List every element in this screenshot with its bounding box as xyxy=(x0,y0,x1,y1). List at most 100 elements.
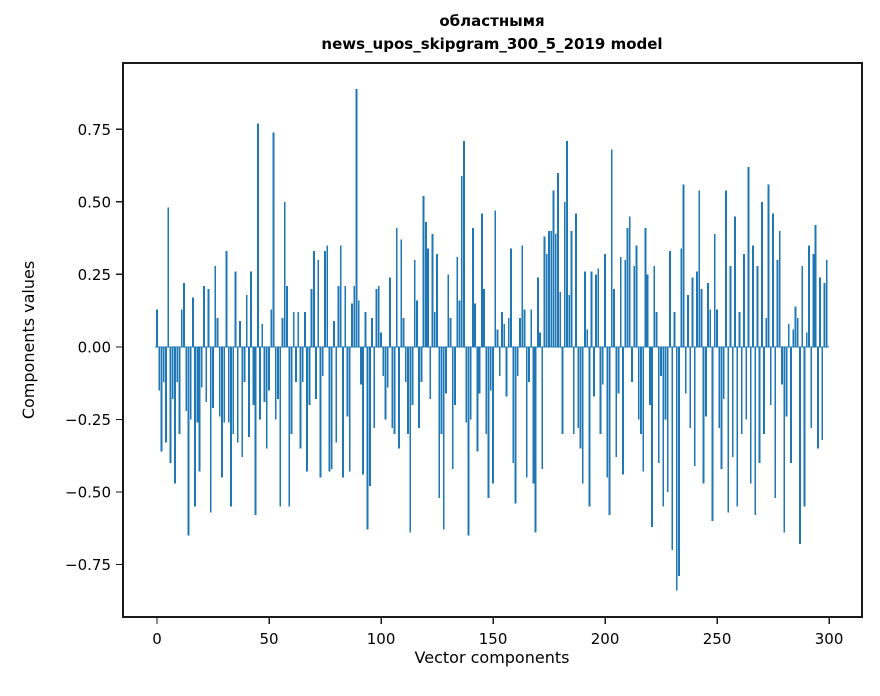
bar xyxy=(805,332,808,347)
bar xyxy=(635,245,638,347)
bar xyxy=(519,317,521,347)
bar xyxy=(823,283,826,347)
bar xyxy=(689,346,692,429)
bar xyxy=(516,346,519,376)
bar xyxy=(548,230,550,347)
bar xyxy=(801,265,804,347)
bar xyxy=(787,323,790,347)
bar xyxy=(225,251,228,347)
bar xyxy=(698,190,701,347)
bar xyxy=(814,225,817,347)
bar xyxy=(187,346,190,536)
bar xyxy=(250,271,253,347)
bar xyxy=(209,346,212,513)
bar xyxy=(707,283,709,347)
zero-baseline xyxy=(155,346,829,348)
bar xyxy=(485,346,488,434)
bar xyxy=(756,265,759,347)
bar xyxy=(460,175,463,347)
bar xyxy=(619,257,622,347)
bar xyxy=(655,312,658,347)
bar xyxy=(191,297,194,347)
bar xyxy=(319,346,322,478)
bar xyxy=(530,309,533,347)
x-tick-label: 50 xyxy=(260,630,279,648)
bar xyxy=(510,248,512,347)
bar xyxy=(628,216,631,347)
bar xyxy=(380,332,382,347)
bar xyxy=(648,346,651,405)
bar xyxy=(281,317,284,347)
bar xyxy=(436,254,438,347)
bar xyxy=(270,309,273,347)
bar xyxy=(214,265,217,347)
tick-labels-group: 0 50 100 150 200 250 300 0.75 0.50 0.25 0.00 −0.25 −… xyxy=(65,121,843,648)
bars-group xyxy=(155,88,829,591)
bar xyxy=(297,312,300,347)
bar xyxy=(472,228,474,347)
bar xyxy=(194,346,197,507)
bar xyxy=(362,346,365,475)
bar xyxy=(566,141,568,347)
x-tick-label: 200 xyxy=(591,630,620,648)
bar xyxy=(395,228,398,347)
bar xyxy=(162,346,165,382)
bar xyxy=(241,346,244,458)
bar xyxy=(404,346,407,382)
bar xyxy=(353,286,356,347)
bar xyxy=(256,123,259,347)
bar xyxy=(433,312,436,347)
bar xyxy=(505,346,508,397)
bar xyxy=(360,346,362,385)
bar xyxy=(561,346,564,434)
bar xyxy=(525,346,528,478)
bar xyxy=(745,346,748,420)
bar xyxy=(662,346,665,507)
bar xyxy=(810,346,813,429)
bar xyxy=(599,346,602,434)
bar xyxy=(792,329,795,347)
bar xyxy=(429,346,432,400)
bar xyxy=(790,346,792,463)
bar xyxy=(794,306,797,347)
bar xyxy=(494,210,497,347)
bar xyxy=(664,346,667,420)
bar xyxy=(736,346,739,507)
bar xyxy=(212,346,214,408)
bar xyxy=(568,294,571,347)
bar xyxy=(328,346,331,472)
bar xyxy=(673,312,676,347)
bar xyxy=(769,346,772,405)
bar xyxy=(722,346,725,400)
bar xyxy=(559,291,562,347)
bar xyxy=(713,233,716,347)
bar xyxy=(586,329,589,347)
bar xyxy=(454,346,456,405)
bar xyxy=(734,216,736,347)
bar xyxy=(312,251,315,347)
bar xyxy=(747,167,750,347)
bar xyxy=(610,149,613,347)
bar xyxy=(391,346,394,429)
bar xyxy=(183,283,185,347)
bar xyxy=(700,288,703,347)
bar xyxy=(252,346,255,405)
bar xyxy=(346,346,349,417)
bar xyxy=(171,346,174,400)
bar xyxy=(248,346,250,437)
bar xyxy=(691,277,694,347)
bar xyxy=(424,222,427,347)
bar xyxy=(230,346,232,507)
bar xyxy=(205,346,208,403)
bar xyxy=(536,277,539,347)
bar xyxy=(503,323,506,347)
bar xyxy=(557,172,559,347)
bar xyxy=(169,346,172,463)
plot-frame xyxy=(122,62,863,618)
bar xyxy=(440,346,443,434)
bar xyxy=(581,346,584,484)
bar xyxy=(364,312,367,347)
bar xyxy=(765,317,768,347)
bar xyxy=(474,303,477,347)
bar xyxy=(554,233,557,347)
